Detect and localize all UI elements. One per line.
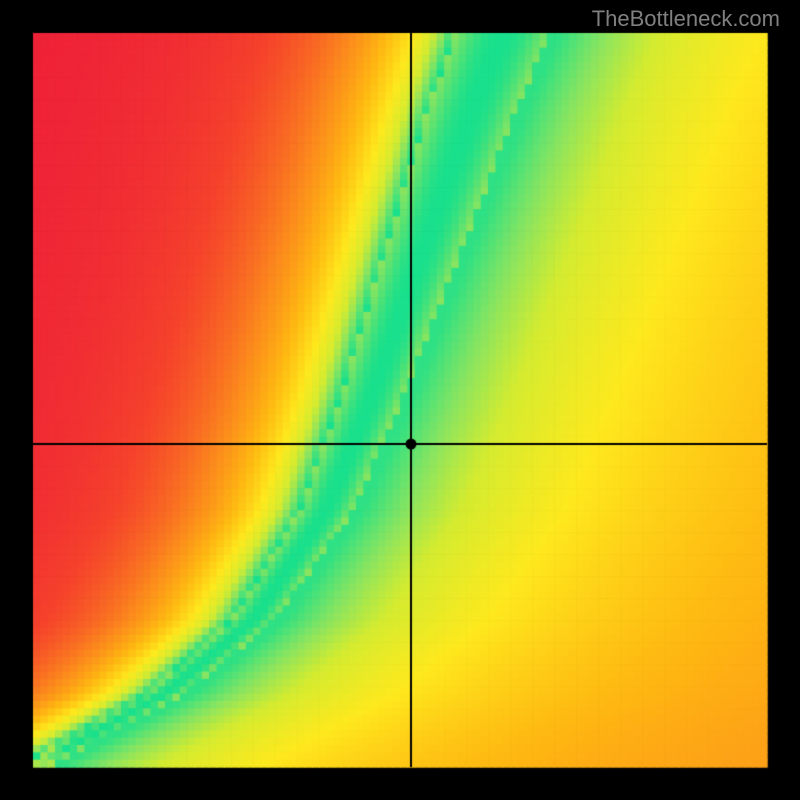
chart-container: TheBottleneck.com xyxy=(0,0,800,800)
source-watermark: TheBottleneck.com xyxy=(592,6,780,32)
bottleneck-heatmap xyxy=(0,0,800,800)
